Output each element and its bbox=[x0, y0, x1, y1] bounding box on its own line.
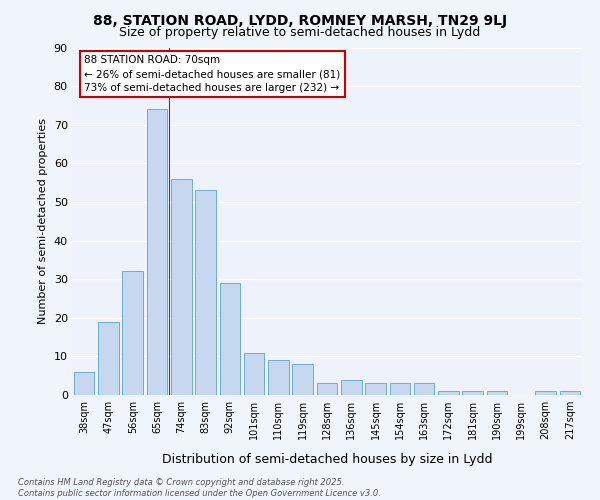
Bar bbox=[74, 372, 94, 395]
Bar bbox=[535, 391, 556, 395]
Bar bbox=[560, 391, 580, 395]
Bar bbox=[220, 283, 240, 395]
Bar bbox=[414, 384, 434, 395]
Bar bbox=[389, 384, 410, 395]
Text: Size of property relative to semi-detached houses in Lydd: Size of property relative to semi-detach… bbox=[119, 26, 481, 39]
Bar bbox=[268, 360, 289, 395]
Bar bbox=[122, 272, 143, 395]
Bar bbox=[195, 190, 216, 395]
Y-axis label: Number of semi-detached properties: Number of semi-detached properties bbox=[38, 118, 48, 324]
X-axis label: Distribution of semi-detached houses by size in Lydd: Distribution of semi-detached houses by … bbox=[162, 453, 492, 466]
Text: 88 STATION ROAD: 70sqm
← 26% of semi-detached houses are smaller (81)
73% of sem: 88 STATION ROAD: 70sqm ← 26% of semi-det… bbox=[84, 55, 340, 93]
Bar bbox=[146, 110, 167, 395]
Bar bbox=[463, 391, 483, 395]
Bar bbox=[98, 322, 119, 395]
Bar bbox=[341, 380, 362, 395]
Bar bbox=[292, 364, 313, 395]
Bar bbox=[244, 352, 265, 395]
Bar bbox=[438, 391, 459, 395]
Bar bbox=[171, 179, 191, 395]
Text: 88, STATION ROAD, LYDD, ROMNEY MARSH, TN29 9LJ: 88, STATION ROAD, LYDD, ROMNEY MARSH, TN… bbox=[93, 14, 507, 28]
Bar bbox=[487, 391, 508, 395]
Bar bbox=[365, 384, 386, 395]
Text: Contains HM Land Registry data © Crown copyright and database right 2025.
Contai: Contains HM Land Registry data © Crown c… bbox=[18, 478, 381, 498]
Bar bbox=[317, 384, 337, 395]
